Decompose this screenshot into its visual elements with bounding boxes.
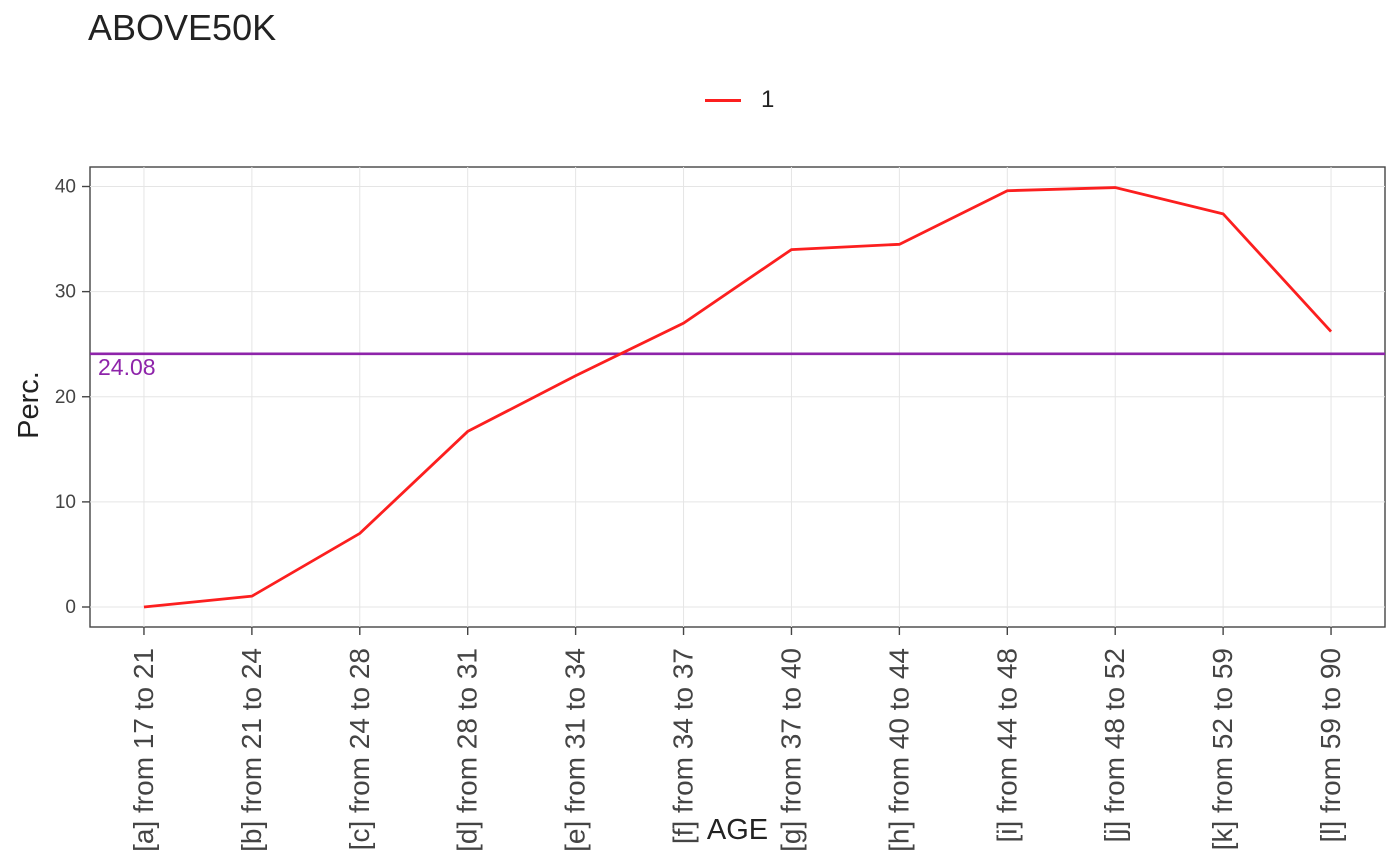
svg-text:[a] from 17 to 21: [a] from 17 to 21 [128,648,159,852]
svg-text:30: 30 [55,282,76,303]
svg-text:[i] from 44 to 48: [i] from 44 to 48 [991,648,1022,843]
svg-text:40: 40 [55,177,76,198]
svg-text:[d] from 28 to 31: [d] from 28 to 31 [452,648,483,852]
svg-text:[l] from 59 to 90: [l] from 59 to 90 [1315,648,1346,843]
svg-text:[f] from 34 to 37: [f] from 34 to 37 [668,648,699,844]
svg-text:Perc.: Perc. [13,371,45,439]
svg-text:20: 20 [55,387,76,408]
svg-text:[k] from 52 to 59: [k] from 52 to 59 [1207,648,1238,850]
svg-text:[e] from 31 to 34: [e] from 31 to 34 [560,648,591,852]
svg-text:10: 10 [55,492,76,513]
svg-text:[b] from 21 to 24: [b] from 21 to 24 [236,648,267,852]
svg-text:[g] from 37 to 40: [g] from 37 to 40 [775,648,806,852]
svg-text:0: 0 [65,597,76,618]
svg-text:[c] from 24 to 28: [c] from 24 to 28 [344,648,375,850]
svg-text:[j] from 48 to 52: [j] from 48 to 52 [1099,648,1130,843]
svg-text:[h] from 40 to 44: [h] from 40 to 44 [883,648,914,852]
svg-text:AGE: AGE [707,814,768,846]
svg-text:24.08: 24.08 [98,354,156,380]
